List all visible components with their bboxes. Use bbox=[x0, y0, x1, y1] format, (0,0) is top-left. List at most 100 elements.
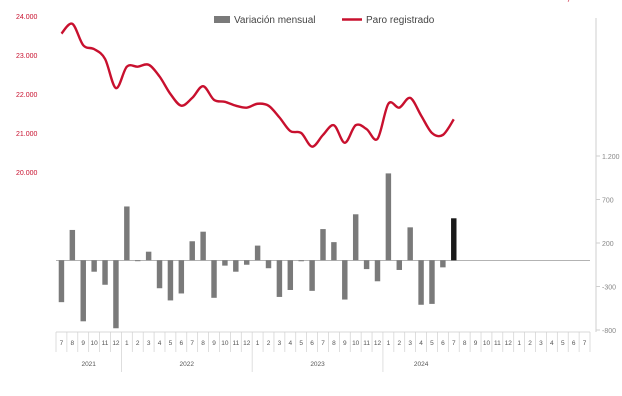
month-label: 12 bbox=[243, 340, 251, 347]
month-label: 7 bbox=[583, 340, 587, 347]
month-label: 5 bbox=[299, 340, 303, 347]
bar-series bbox=[56, 173, 590, 329]
year-label: 2023 bbox=[310, 361, 325, 368]
bar bbox=[200, 231, 206, 261]
legend: Variación mensual Paro registrado bbox=[214, 15, 435, 26]
month-label: 10 bbox=[221, 340, 229, 347]
month-label: 7 bbox=[321, 340, 325, 347]
month-label: 10 bbox=[483, 340, 491, 347]
month-label: 9 bbox=[474, 340, 478, 347]
month-label: 1 bbox=[256, 340, 260, 347]
month-label: 2 bbox=[528, 340, 532, 347]
bar bbox=[418, 260, 424, 305]
bar bbox=[287, 260, 294, 290]
month-label: 9 bbox=[212, 340, 216, 347]
line-series bbox=[60, 22, 455, 148]
month-label: 7 bbox=[452, 340, 456, 347]
month-label: 2 bbox=[397, 340, 401, 347]
month-label: 12 bbox=[374, 340, 382, 347]
right-tick-label: -300 bbox=[602, 285, 616, 292]
bar bbox=[113, 260, 119, 329]
annotation-date: jul-24 bbox=[567, 0, 585, 2]
month-label: 6 bbox=[310, 340, 314, 347]
month-label: 3 bbox=[408, 340, 412, 347]
bar bbox=[331, 242, 337, 261]
month-label: 4 bbox=[158, 340, 162, 347]
x-axis: 7 8 9 10 11 12 1 2 3 4 5 6 7 8 9 10 11 12 1 2 3 4 5 6 7 8 9 10 11 12 1… bbox=[55, 331, 591, 372]
bar bbox=[396, 260, 403, 270]
month-label: 12 bbox=[505, 340, 513, 347]
annotation-paro-value: 21.397 bbox=[566, 0, 588, 2]
bar bbox=[265, 260, 272, 269]
month-label: 3 bbox=[539, 340, 543, 347]
bar bbox=[298, 260, 304, 262]
month-label: 11 bbox=[102, 340, 109, 347]
month-label: 5 bbox=[169, 340, 173, 347]
month-label: 3 bbox=[147, 340, 151, 347]
left-tick-label: 24.000 bbox=[16, 14, 38, 21]
month-label: 7 bbox=[60, 340, 64, 347]
right-tick-label: 200 bbox=[602, 241, 614, 248]
bar bbox=[385, 173, 392, 261]
month-label: 6 bbox=[441, 340, 445, 347]
month-label: 10 bbox=[91, 340, 99, 347]
month-label: 7 bbox=[190, 340, 194, 347]
right-axis: 1.200 700 200 -300 -800 bbox=[595, 18, 620, 335]
left-axis: 24.000 23.000 22.000 21.000 20.000 bbox=[16, 14, 38, 177]
month-label: 4 bbox=[419, 340, 423, 347]
bar bbox=[102, 260, 108, 285]
bar bbox=[309, 260, 315, 291]
annotation-bar-value: 484 bbox=[579, 0, 591, 2]
year-label: 2021 bbox=[81, 361, 96, 368]
bar bbox=[407, 227, 413, 261]
bar bbox=[91, 260, 97, 272]
year-label: 2022 bbox=[180, 361, 195, 368]
right-tick-label: 700 bbox=[602, 198, 614, 205]
bar bbox=[145, 251, 152, 261]
bar bbox=[222, 260, 228, 266]
month-label: 8 bbox=[332, 340, 336, 347]
bar bbox=[374, 260, 381, 282]
left-tick-label: 20.000 bbox=[16, 170, 38, 177]
legend-bar-swatch bbox=[214, 16, 230, 23]
month-label: 3 bbox=[278, 340, 282, 347]
month-label: 5 bbox=[430, 340, 434, 347]
bar bbox=[363, 260, 370, 270]
month-label: 8 bbox=[71, 340, 75, 347]
bar bbox=[276, 260, 283, 297]
month-label: 12 bbox=[112, 340, 120, 347]
bar bbox=[80, 260, 86, 322]
right-tick-label: 1.200 bbox=[602, 154, 620, 161]
bar bbox=[451, 218, 457, 261]
month-label: 5 bbox=[561, 340, 565, 347]
month-label: 4 bbox=[550, 340, 554, 347]
bar bbox=[243, 260, 250, 265]
bar bbox=[156, 260, 163, 289]
paro-registrado-line bbox=[60, 22, 455, 148]
month-label: 8 bbox=[201, 340, 205, 347]
month-label: 2 bbox=[267, 340, 271, 347]
bar bbox=[352, 214, 359, 261]
bar bbox=[178, 260, 185, 294]
month-label: 1 bbox=[125, 340, 129, 347]
bar bbox=[429, 260, 435, 304]
legend-label-paro: Paro registrado bbox=[366, 15, 435, 26]
month-label: 6 bbox=[572, 340, 576, 347]
legend-label-variacion: Variación mensual bbox=[234, 15, 316, 26]
bar bbox=[124, 206, 130, 261]
left-tick-label: 22.000 bbox=[16, 92, 38, 99]
month-label: 6 bbox=[180, 340, 184, 347]
bar bbox=[135, 260, 141, 262]
month-label: 4 bbox=[288, 340, 292, 347]
bar bbox=[69, 229, 76, 261]
month-label: 11 bbox=[232, 340, 239, 347]
bar bbox=[342, 260, 348, 300]
month-label: 11 bbox=[494, 340, 501, 347]
bar bbox=[211, 260, 217, 298]
annotations: jul-2421.397484 bbox=[566, 0, 591, 2]
bar bbox=[189, 241, 195, 261]
left-tick-label: 21.000 bbox=[16, 131, 38, 138]
right-tick-label: -800 bbox=[602, 328, 616, 335]
month-label: 2 bbox=[136, 340, 140, 347]
